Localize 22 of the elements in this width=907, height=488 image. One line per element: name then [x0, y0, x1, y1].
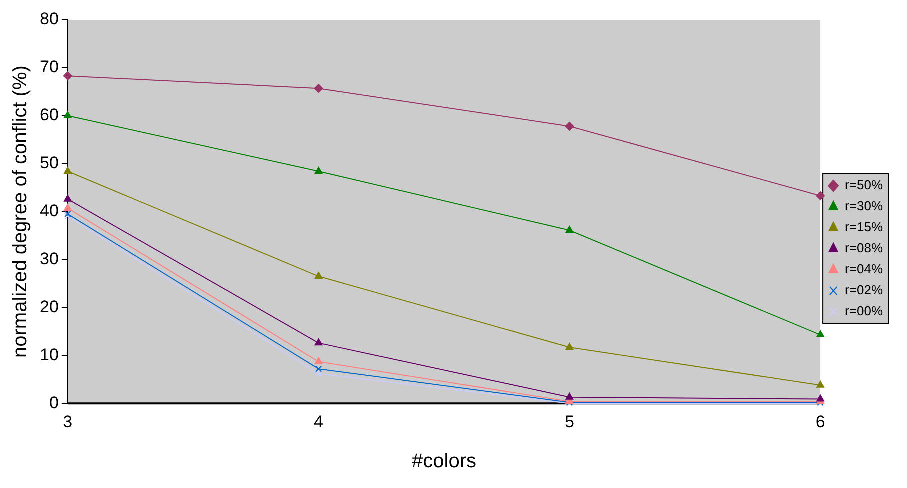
x-axis-title: #colors [412, 450, 476, 473]
legend-label: r=50% [845, 178, 884, 193]
x-tick-label: 5 [564, 412, 574, 432]
y-tick-label: 80 [40, 10, 59, 29]
y-tick-label: 30 [40, 249, 59, 268]
legend-label: r=02% [845, 282, 884, 298]
legend-label: r=00% [845, 304, 884, 319]
x-tick-label: 3 [63, 412, 73, 432]
y-axis-title: normalized degree of conflict (%) [10, 66, 32, 358]
y-tick-label: 10 [40, 345, 59, 364]
legend-label: r=04% [845, 262, 884, 277]
x-tick-label: 6 [816, 412, 826, 432]
y-tick-label: 50 [40, 154, 59, 173]
x-tick-label: 4 [314, 412, 324, 432]
y-tick-label: 20 [40, 297, 59, 316]
legend-label: r=15% [845, 220, 884, 235]
y-tick-label: 70 [40, 58, 59, 77]
y-tick-label: 60 [40, 106, 59, 125]
y-tick-label: 40 [40, 201, 59, 220]
legend-label: r=30% [845, 198, 884, 214]
y-tick-label: 0 [49, 393, 59, 412]
legend-label: r=08% [845, 240, 884, 256]
